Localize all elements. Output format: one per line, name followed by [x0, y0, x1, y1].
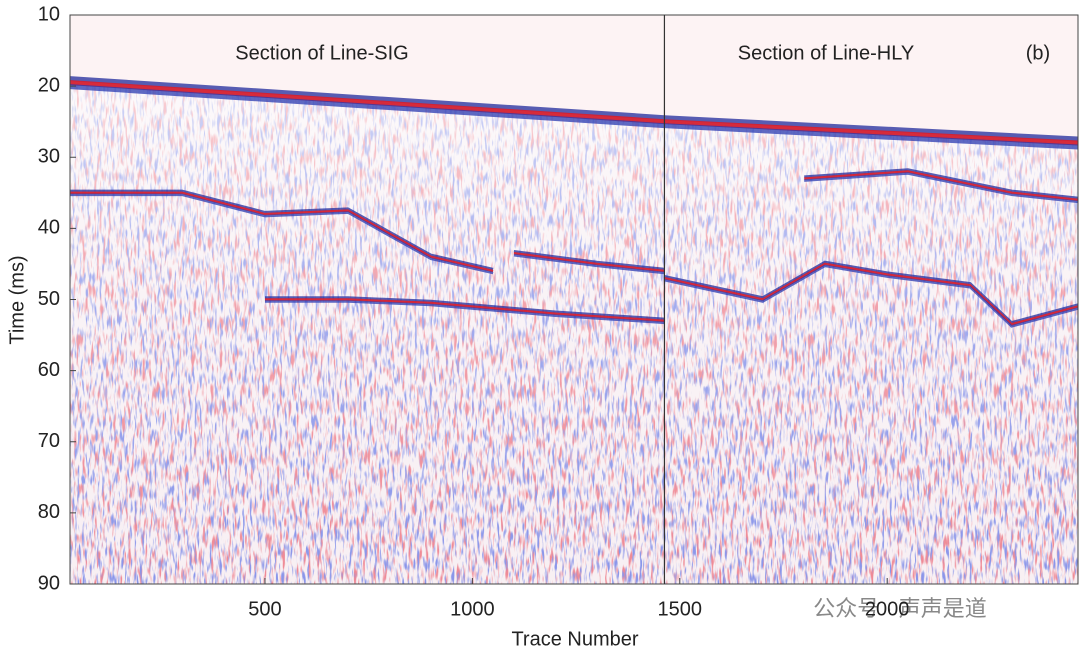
x-tick-label: 1500	[658, 598, 703, 620]
horizon	[804, 170, 1078, 202]
y-tick-label: 80	[38, 501, 60, 523]
y-tick-label: 90	[38, 572, 60, 594]
horizon	[70, 76, 665, 121]
y-tick-label: 70	[38, 430, 60, 452]
y-tick-label: 40	[38, 217, 60, 239]
horizon	[264, 300, 665, 325]
x-tick-label: 1000	[450, 598, 495, 620]
y-axis-label: Time (ms)	[6, 255, 28, 344]
watermark: 公众号 · 声声是道	[813, 596, 987, 621]
y-tick-label: 50	[38, 288, 60, 310]
y-tick-label: 60	[38, 359, 60, 381]
horizon	[70, 193, 494, 275]
horizon	[513, 250, 665, 271]
x-tick-label: 500	[248, 598, 281, 620]
horizon	[513, 252, 665, 273]
horizon	[804, 172, 1078, 204]
horizon	[664, 262, 1078, 326]
annotation: Section of Line-HLY	[738, 42, 914, 64]
seismic-image	[70, 15, 1078, 584]
x-tick-label: 2000	[865, 598, 910, 620]
horizon	[264, 296, 665, 321]
y-tick-label: 10	[38, 3, 60, 25]
horizon	[664, 264, 1078, 328]
horizon	[804, 168, 1078, 200]
horizon	[70, 191, 494, 273]
horizon	[664, 119, 1078, 146]
horizon	[513, 254, 665, 275]
horizon	[70, 189, 494, 271]
annotation: Section of Line-SIG	[235, 42, 408, 64]
horizon	[264, 298, 665, 323]
horizon	[664, 115, 1078, 142]
horizon	[70, 80, 665, 125]
horizon	[664, 260, 1078, 324]
y-tick-label: 30	[38, 146, 60, 168]
water-column	[70, 15, 1078, 144]
y-tick-label: 20	[38, 74, 60, 96]
x-axis-label: Trace Number	[511, 628, 638, 650]
horizon	[70, 84, 665, 129]
annotation: (b)	[1026, 42, 1050, 64]
horizon	[664, 123, 1078, 150]
